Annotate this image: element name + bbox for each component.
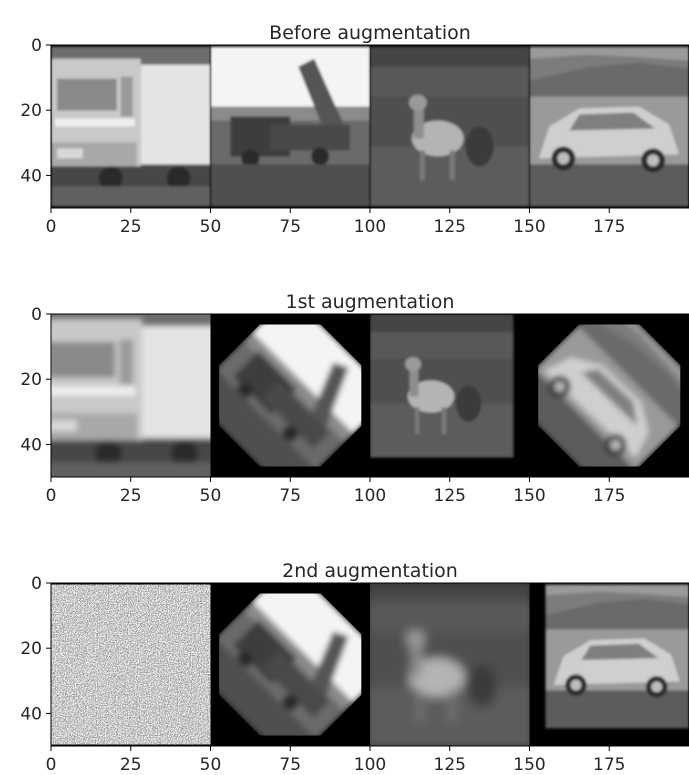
x-tick-label: 125 (434, 486, 466, 506)
image-tile-deer (370, 45, 530, 208)
subplot-1: Before augmentation 0 25 50 75 100 125 150 175 0 2… (20, 22, 689, 237)
subplot-title: 2nd augmentation (282, 560, 458, 582)
x-tick-label: 0 (46, 486, 57, 506)
image-tile-deer (370, 583, 530, 746)
x-tick-label: 50 (200, 755, 222, 775)
image-tile-deer (370, 314, 530, 477)
y-tick-label: 20 (20, 101, 42, 121)
image-tile-car (529, 583, 689, 746)
y-tick-label: 20 (20, 370, 42, 390)
subplot-title: 1st augmentation (286, 291, 455, 313)
x-tick-label: 175 (593, 486, 625, 506)
y-tick-label: 40 (20, 435, 42, 455)
x-tick-label: 25 (120, 486, 142, 506)
image-tile-car (529, 314, 689, 477)
x-tick-label: 100 (354, 217, 386, 237)
x-tick-label: 175 (593, 217, 625, 237)
y-tick-label: 0 (31, 36, 42, 56)
image-strip (51, 583, 689, 746)
x-tick-label: 150 (513, 486, 545, 506)
y-axis: 0 20 40 (20, 305, 51, 455)
y-tick-label: 20 (20, 639, 42, 659)
image-tile-crane-vehicle (210, 583, 370, 746)
x-tick-label: 25 (120, 755, 142, 775)
subplot-2: 1st augmentation 0 25 50 75 100 125 150 175 0 20 40 (20, 291, 689, 506)
image-strip (51, 45, 689, 208)
x-axis: 0 25 50 75 100 125 150 175 (46, 477, 625, 506)
image-tile-car (529, 45, 689, 208)
x-tick-label: 0 (46, 217, 57, 237)
y-tick-label: 0 (31, 305, 42, 325)
subplot-3: 2nd augmentation 0 25 50 75 100 125 150 175 0 20 40 (20, 560, 689, 775)
x-tick-label: 50 (200, 217, 222, 237)
subplot-title: Before augmentation (269, 22, 471, 44)
x-tick-label: 25 (120, 217, 142, 237)
image-tile-truck (51, 45, 211, 208)
x-tick-label: 125 (434, 755, 466, 775)
y-tick-label: 40 (20, 704, 42, 724)
x-axis: 0 25 50 75 100 125 150 175 (46, 746, 625, 775)
image-tile-crane-vehicle (210, 314, 370, 477)
x-tick-label: 125 (434, 217, 466, 237)
x-tick-label: 150 (513, 217, 545, 237)
x-tick-label: 75 (279, 755, 301, 775)
image-tile-crane-vehicle (210, 45, 370, 208)
y-axis: 0 20 40 (20, 574, 51, 724)
image-strip (51, 314, 689, 477)
x-tick-label: 100 (354, 486, 386, 506)
x-tick-label: 0 (46, 755, 57, 775)
y-tick-label: 0 (31, 574, 42, 594)
x-tick-label: 175 (593, 755, 625, 775)
x-tick-label: 150 (513, 755, 545, 775)
x-tick-label: 100 (354, 755, 386, 775)
x-tick-label: 75 (279, 486, 301, 506)
image-tile-truck (51, 314, 211, 477)
x-tick-label: 75 (279, 217, 301, 237)
x-axis: 0 25 50 75 100 125 150 175 (46, 208, 625, 237)
y-axis: 0 20 40 (20, 36, 51, 186)
image-tile-truck (51, 583, 211, 746)
y-tick-label: 40 (20, 166, 42, 186)
x-tick-label: 50 (200, 486, 222, 506)
